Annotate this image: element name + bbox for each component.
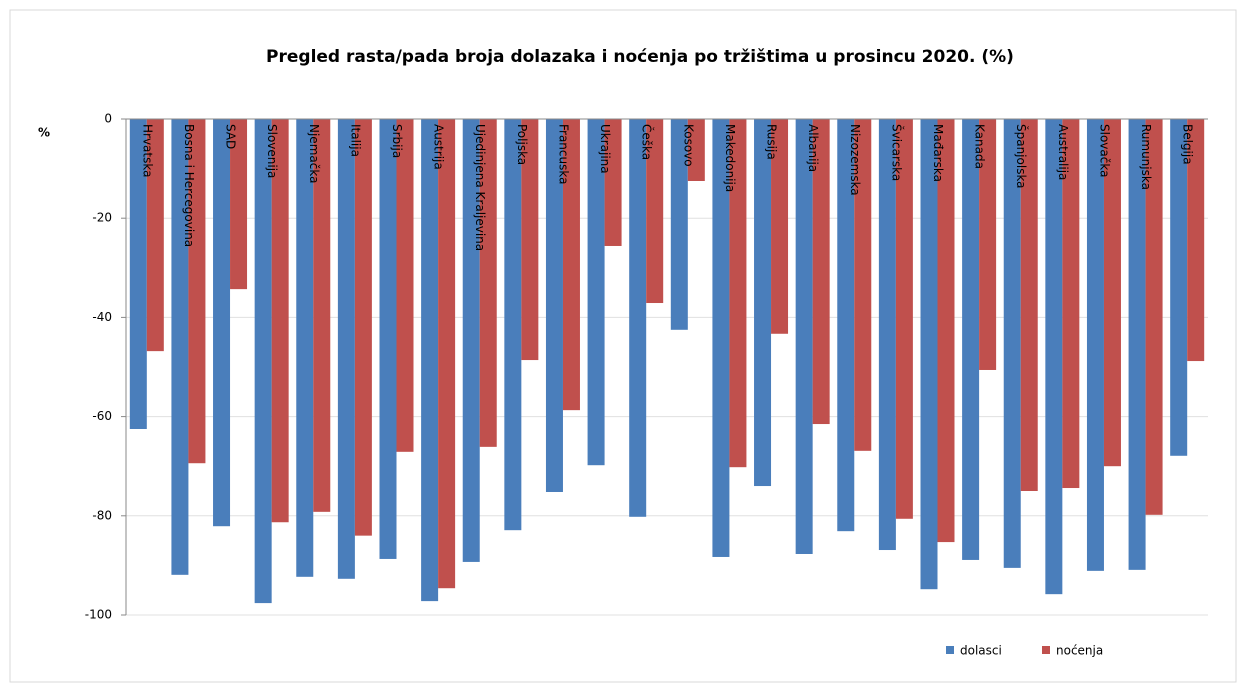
bar — [795, 119, 813, 554]
category-label: Švicarska — [889, 124, 904, 181]
bar — [812, 119, 830, 425]
category-label: Hrvatska — [140, 124, 154, 177]
bar — [462, 119, 480, 562]
bar — [687, 119, 705, 181]
category-label: Francuska — [556, 124, 570, 184]
category-label: Makedonija — [723, 124, 737, 192]
category-label: Ujedinjena Kraljevina — [473, 124, 487, 251]
bar — [895, 119, 913, 519]
bar — [1086, 119, 1104, 571]
y-tick-label: -80 — [92, 508, 112, 522]
bar — [920, 119, 938, 590]
bar — [504, 119, 522, 531]
bar — [937, 119, 955, 543]
category-label: Albanija — [806, 124, 820, 172]
bar — [396, 119, 414, 452]
bar — [230, 119, 248, 290]
category-label: Rusija — [765, 124, 779, 160]
bar — [854, 119, 872, 451]
bar — [129, 119, 147, 429]
bar — [421, 119, 439, 602]
legend-label: noćenja — [1056, 644, 1103, 658]
y-tick-label: -60 — [92, 409, 112, 423]
bar — [646, 119, 664, 304]
category-label: Njemačka — [307, 124, 321, 183]
y-axis-label: % — [38, 126, 50, 140]
bar — [171, 119, 189, 575]
bar — [837, 119, 855, 532]
bar — [1187, 119, 1205, 362]
category-label: SAD — [224, 124, 238, 149]
bar — [188, 119, 206, 464]
y-tick-label: -40 — [92, 310, 112, 324]
bar — [521, 119, 539, 361]
chart-title: Pregled rasta/pada broja dolazaka i noće… — [266, 47, 1014, 67]
bar — [670, 119, 688, 330]
category-label: Bosna i Hercegovina — [182, 124, 196, 247]
bar — [562, 119, 580, 411]
bar — [1020, 119, 1038, 491]
bar — [771, 119, 789, 334]
category-label: Španjolska — [1014, 124, 1029, 189]
y-tick-label: -100 — [85, 608, 112, 622]
category-label: Poljska — [515, 124, 529, 165]
bar — [146, 119, 164, 352]
bar — [438, 119, 456, 589]
bar — [878, 119, 896, 551]
category-label: Kosovo — [681, 124, 695, 167]
bar — [962, 119, 980, 560]
bar — [354, 119, 372, 536]
category-label: Rumunjska — [1139, 124, 1153, 190]
y-tick-label: -20 — [92, 211, 112, 225]
legend-label: dolasci — [960, 644, 1002, 658]
legend-swatch — [1042, 646, 1050, 654]
y-tick-label: 0 — [104, 112, 112, 126]
bar — [337, 119, 355, 579]
bar — [271, 119, 289, 523]
bar — [1145, 119, 1163, 515]
category-label: Mađarska — [931, 124, 945, 182]
category-label: Belgija — [1181, 124, 1195, 165]
bar — [1062, 119, 1080, 489]
bar — [296, 119, 314, 577]
bar — [629, 119, 647, 517]
bar — [479, 119, 497, 447]
category-label: Češka — [640, 124, 655, 160]
category-label: Slovenija — [265, 124, 279, 178]
bar — [1045, 119, 1063, 595]
bar — [313, 119, 331, 512]
legend-swatch — [946, 646, 954, 654]
bar — [979, 119, 997, 370]
bar — [1103, 119, 1121, 467]
category-label: Kanada — [973, 124, 987, 169]
bar — [712, 119, 730, 557]
category-label: Srbija — [390, 124, 404, 158]
bar — [1170, 119, 1188, 456]
category-label: Italija — [348, 124, 362, 157]
category-label: Nizozemska — [848, 124, 862, 196]
bar — [1003, 119, 1021, 568]
category-label: Slovačka — [1097, 124, 1111, 177]
bar — [379, 119, 397, 559]
category-label: Australija — [1056, 124, 1070, 180]
bar — [213, 119, 231, 527]
category-label: Austrija — [432, 124, 446, 170]
bar — [254, 119, 272, 604]
bar — [729, 119, 747, 468]
bar — [604, 119, 622, 246]
bar — [1128, 119, 1146, 570]
bar — [754, 119, 772, 487]
bar — [587, 119, 605, 466]
category-label: Ukrajina — [598, 124, 612, 174]
bar — [545, 119, 563, 492]
